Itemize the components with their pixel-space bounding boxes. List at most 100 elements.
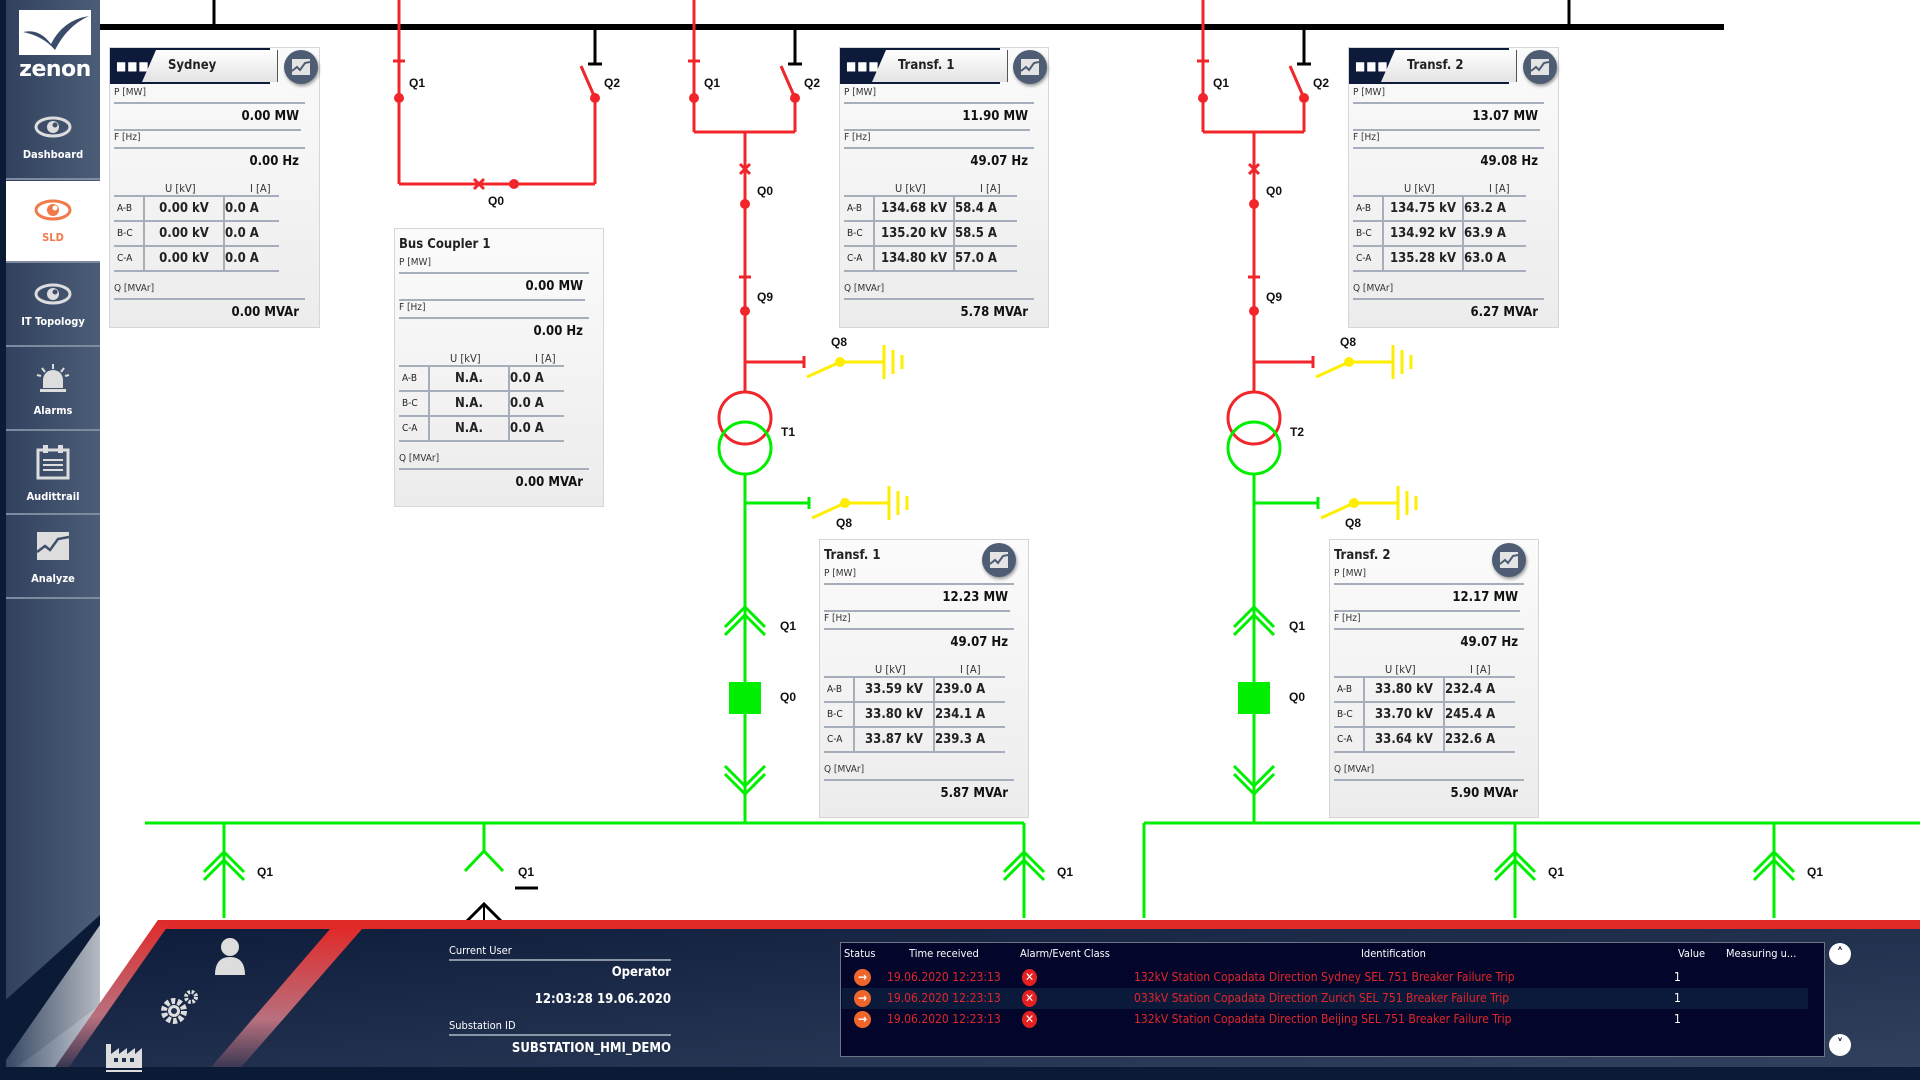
column-status[interactable]: Status — [844, 947, 876, 960]
active-power-value: 11.90 MW — [962, 109, 1028, 124]
trend-chart-button[interactable] — [1013, 50, 1047, 84]
q0-breaker-closed — [729, 682, 761, 714]
q0-breaker-contact — [740, 199, 750, 209]
phase-table: A-B 134.68 kV 58.4 A B-C 135.20 kV 58.5 A C-A 1… — [844, 195, 1017, 272]
q8-earthing-switch — [806, 360, 841, 379]
frequency-value: 0.00 Hz — [533, 324, 583, 339]
sidebar-item-audittrail[interactable]: Audittrail — [6, 433, 100, 515]
voltage-header: U [kV] — [450, 352, 481, 365]
switch-label: Q2 — [1313, 76, 1329, 90]
switch-label: Q8 — [831, 335, 847, 349]
current-value: 63.9 A — [1463, 220, 1526, 247]
alarm-identification: 033kV Station Copadata Direction Zurich … — [1134, 991, 1510, 1005]
alarm-value: 1 — [1674, 970, 1681, 984]
alarm-time: 19.06.2020 12:23:13 — [887, 970, 1001, 984]
voltage-value: 0.00 kV — [144, 245, 225, 272]
current-value: 0.0 A — [224, 220, 279, 247]
menu-dots-icon[interactable]: ■■■ — [846, 59, 880, 73]
active-power-value: 0.00 MW — [525, 279, 583, 294]
alarm-value: 1 — [1674, 991, 1681, 1005]
panel-title: Transf. 2 — [1381, 50, 1517, 82]
withdrawable-chevron-icon — [723, 604, 767, 629]
phase-name: A-B — [1334, 676, 1365, 703]
alarm-row[interactable]: → 19.06.2020 12:23:13 ✕ 132kV Station Co… — [842, 967, 1808, 988]
column-alarm-class[interactable]: Alarm/Event Class — [1020, 947, 1110, 960]
column-identification[interactable]: Identification — [1361, 947, 1426, 960]
scroll-up-button[interactable]: ˄ — [1829, 943, 1851, 965]
sidebar-item-it-topology[interactable]: IT Topology — [6, 265, 100, 347]
phase-name: C-A — [1353, 245, 1384, 272]
sidebar-item-dashboard[interactable]: Dashboard — [6, 98, 100, 180]
trend-chart-button[interactable] — [284, 50, 318, 84]
switch-label: Q1 — [1289, 619, 1305, 633]
sidebar-item-label: IT Topology — [21, 314, 85, 328]
withdrawable-chevron-icon — [1493, 857, 1537, 882]
trend-chart-button[interactable] — [982, 543, 1016, 577]
sidebar-item-label: SLD — [42, 230, 64, 244]
current-user-value: Operator — [611, 965, 671, 980]
alarm-row[interactable]: → 19.06.2020 12:23:13 ✕ 132kV Station Co… — [842, 1009, 1808, 1030]
voltage-value: 134.68 kV — [874, 195, 955, 222]
eye-icon — [34, 199, 72, 225]
switch-label: T2 — [1290, 425, 1304, 439]
switch-label: Q2 — [604, 76, 620, 90]
panel-header[interactable]: ■■■ Transf. 2 — [1349, 48, 1517, 84]
phase-row: C-A 0.00 kV 0.0 A — [114, 245, 279, 272]
switch-label: Q1 — [1548, 865, 1564, 879]
current-value: 58.5 A — [954, 220, 1017, 247]
withdrawable-chevron-icon — [1752, 849, 1796, 874]
menu-dots-icon[interactable]: ■■■ — [1355, 59, 1389, 73]
phase-row: B-C N.A. 0.0 A — [399, 390, 564, 417]
phase-name: B-C — [114, 220, 145, 247]
measurement-panel-sydney: ■■■ Sydney P [MW] 0.00 MW F [Hz] 0.00 Hz U… — [109, 47, 320, 328]
withdrawable-chevron-icon — [1232, 604, 1276, 629]
phase-table: A-B N.A. 0.0 A B-C N.A. 0.0 A C-A N.A. 0.0 A — [399, 365, 564, 442]
phase-row: C-A 134.80 kV 57.0 A — [844, 245, 1017, 272]
alarm-row[interactable]: → 19.06.2020 12:23:13 ✕ 033kV Station Co… — [842, 988, 1808, 1009]
sidebar-item-label: Alarms — [33, 403, 73, 417]
scroll-down-button[interactable]: ˅ — [1829, 1034, 1851, 1056]
substation-id-value: SUBSTATION_HMI_DEMO — [511, 1041, 671, 1056]
q0-breaker-contact — [1249, 199, 1259, 209]
q8-earthing-switch — [1320, 501, 1355, 520]
reactive-power-value: 5.87 MVAr — [940, 786, 1008, 801]
q-label: Q [MVAr] — [844, 283, 885, 294]
phase-row: B-C 33.70 kV 245.4 A — [1334, 701, 1516, 728]
menu-dots-icon[interactable]: ■■■ — [116, 59, 150, 73]
switch-label: Q9 — [1266, 290, 1282, 304]
withdrawable-chevron-icon — [1493, 849, 1537, 874]
settings-gears-icon[interactable] — [158, 987, 202, 1027]
trend-chart-button[interactable] — [1492, 543, 1526, 577]
user-icon[interactable] — [210, 935, 250, 980]
current-value: 232.6 A — [1444, 726, 1516, 753]
q2-disconnector-open — [1288, 65, 1306, 99]
phase-row: A-B 33.59 kV 239.0 A — [824, 676, 1006, 703]
column-value[interactable]: Value — [1678, 947, 1706, 960]
sidebar: zenon Dashboard SLD IT Topology Alarms Audit… — [0, 0, 100, 1080]
phase-row: C-A 33.87 kV 239.3 A — [824, 726, 1006, 753]
frequency-value: 49.07 Hz — [970, 154, 1028, 169]
factory-icon[interactable] — [104, 1040, 146, 1072]
reactive-power-value: 0.00 MVAr — [231, 305, 299, 320]
q9-disconnector-contact — [1249, 306, 1259, 316]
voltage-header: U [kV] — [895, 182, 926, 195]
trend-chart-button[interactable] — [1523, 50, 1557, 84]
panel-header[interactable]: ■■■ Sydney — [110, 48, 278, 84]
active-power-value: 13.07 MW — [1472, 109, 1538, 124]
sidebar-item-analyze[interactable]: Analyze — [6, 517, 100, 599]
switch-label: Q2 — [804, 76, 820, 90]
voltage-header: U [kV] — [1404, 182, 1435, 195]
switch-contact — [689, 93, 699, 103]
panel-header[interactable]: ■■■ Transf. 1 — [840, 48, 1008, 84]
sidebar-item-alarms[interactable]: Alarms — [6, 349, 100, 431]
f-label: F [Hz] — [114, 132, 141, 143]
voltage-value: 135.20 kV — [874, 220, 955, 247]
phase-row: A-B 0.00 kV 0.0 A — [114, 195, 279, 222]
transformer-hv-winding — [717, 390, 773, 446]
phase-name: B-C — [844, 220, 875, 247]
column-time-received[interactable]: Time received — [909, 947, 979, 960]
frequency-value: 0.00 Hz — [249, 154, 299, 169]
sidebar-item-sld[interactable]: SLD — [6, 181, 100, 263]
voltage-value: 33.80 kV — [854, 701, 935, 728]
column-measuring-unit[interactable]: Measuring u... — [1726, 947, 1797, 960]
